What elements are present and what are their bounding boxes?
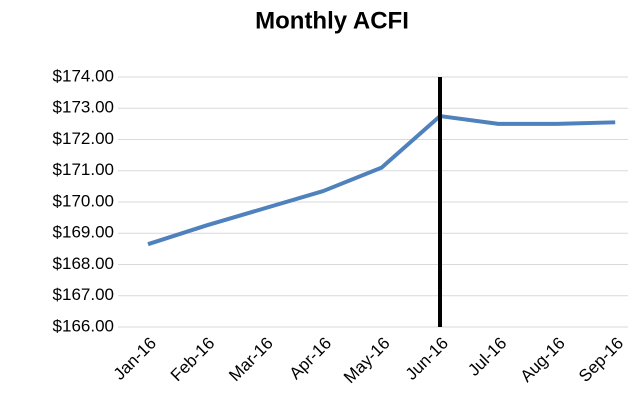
- chart-title: Monthly ACFI: [255, 7, 409, 34]
- x-tick-label: Mar-16: [225, 334, 277, 386]
- y-tick-label: $174.00: [53, 66, 114, 85]
- x-tick-label: May-16: [340, 334, 394, 388]
- y-tick-label: $167.00: [53, 285, 114, 304]
- x-tick-label: Apr-16: [286, 334, 336, 384]
- y-tick-label: $169.00: [53, 223, 114, 242]
- series-line: [147, 114, 616, 247]
- y-tick-label: $170.00: [53, 191, 114, 210]
- x-tick-label: Jun-16: [402, 334, 452, 384]
- y-tick-label: $171.00: [53, 160, 114, 179]
- x-tick-label: Jan-16: [110, 334, 160, 384]
- y-tick-label: $172.00: [53, 129, 114, 148]
- x-tick-label: Jul-16: [464, 334, 510, 380]
- x-tick-label: Aug-16: [517, 334, 569, 386]
- x-tick-label: Sep-16: [575, 334, 627, 386]
- y-tick-label: $166.00: [53, 316, 114, 335]
- y-tick-label: $168.00: [53, 254, 114, 273]
- y-tick-label: $173.00: [53, 98, 114, 117]
- x-tick-label: Feb-16: [167, 334, 219, 386]
